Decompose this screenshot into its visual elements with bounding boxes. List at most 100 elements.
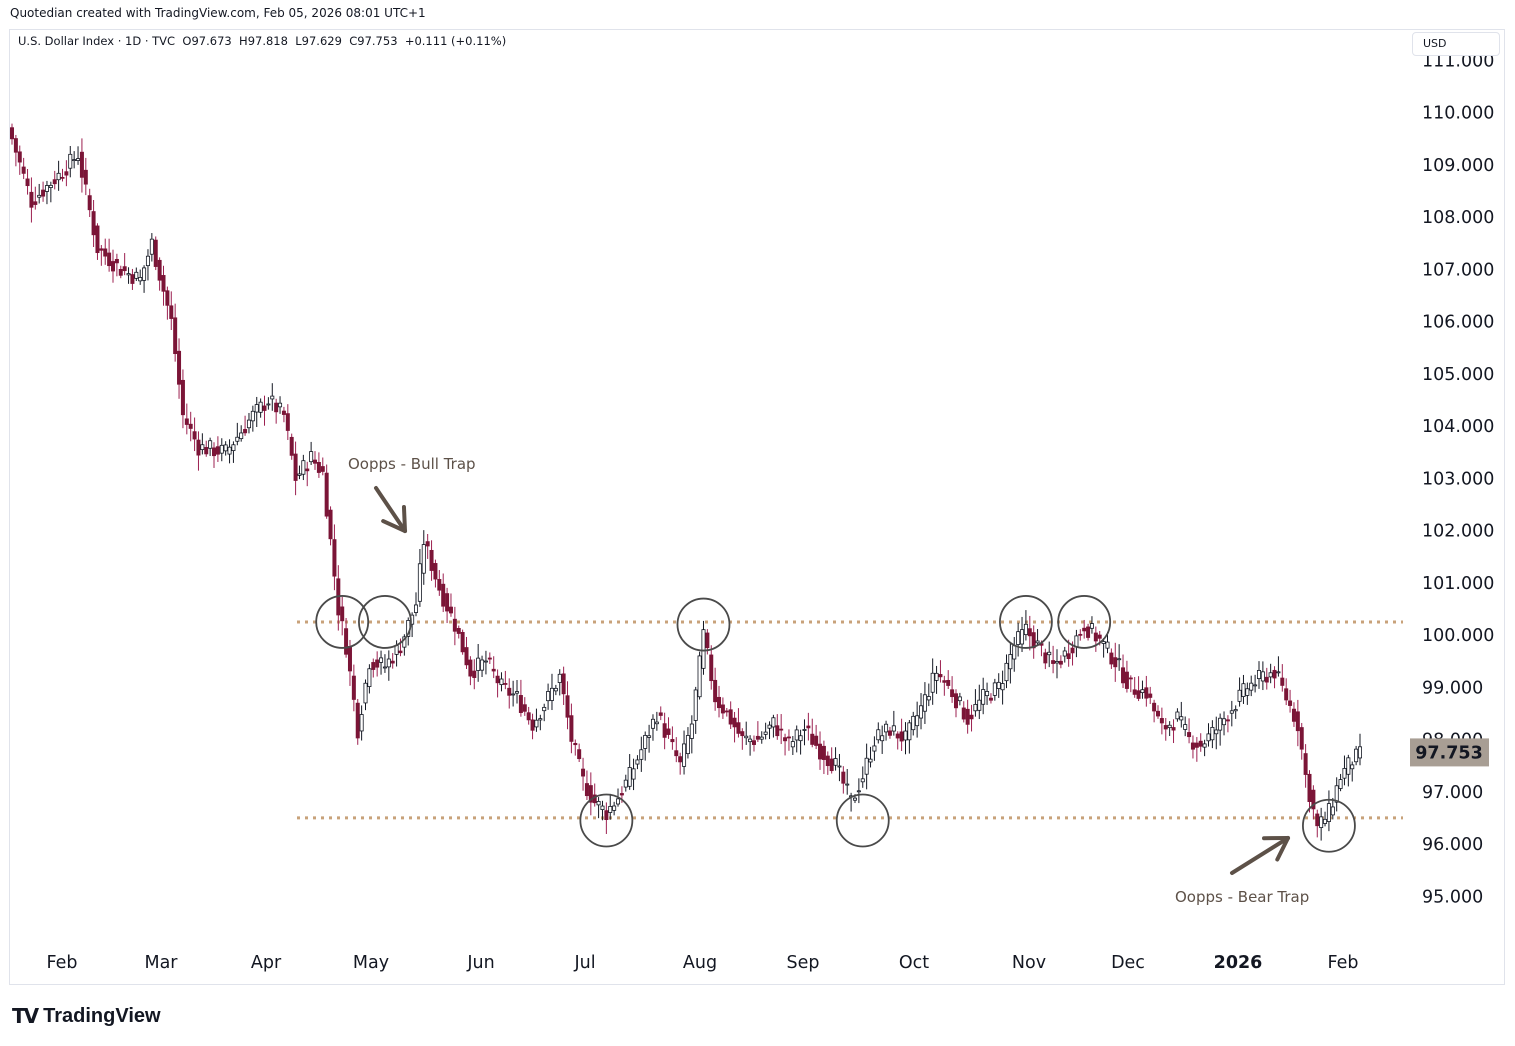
candle-body: [79, 151, 84, 178]
candle-body: [1101, 641, 1106, 644]
x-month-label: Dec: [1111, 953, 1145, 973]
candle-body: [1253, 684, 1258, 687]
x-month-label: Mar: [144, 953, 178, 973]
candle-body: [1358, 746, 1363, 759]
candle-body: [95, 225, 100, 254]
candle-body: [1105, 641, 1110, 649]
candle-body: [196, 439, 201, 456]
candle-body: [1249, 682, 1254, 691]
candle-body: [301, 460, 306, 475]
brand-name: TradingView: [43, 1004, 161, 1027]
trap-circle: [999, 595, 1053, 649]
candle-body: [122, 266, 127, 272]
candle-body: [973, 703, 978, 712]
candle-body: [662, 723, 667, 738]
candle-body: [852, 797, 857, 801]
candle-body: [903, 730, 908, 741]
candle-body: [464, 647, 469, 666]
candle-body: [1008, 654, 1013, 670]
candle-body: [969, 714, 974, 720]
candle-body: [379, 657, 384, 663]
candle-body: [837, 765, 842, 768]
candle-body: [919, 705, 924, 719]
candle-body: [258, 401, 263, 413]
candle-body: [1330, 806, 1335, 816]
candle-body: [549, 687, 554, 701]
y-axis: 111.000 110.000 109.000 108.000 107.000 106.0…: [1422, 51, 1494, 907]
candle-body: [833, 758, 838, 766]
candle-body: [398, 650, 403, 654]
candle-body: [1256, 670, 1261, 680]
trap-circle: [1302, 798, 1356, 853]
y-tick-label: 102.000: [1422, 522, 1494, 542]
candle-body: [1202, 743, 1207, 748]
candle-body: [895, 733, 900, 739]
candle-body: [1323, 818, 1328, 824]
candle-body: [417, 563, 422, 602]
trap-circle: [315, 595, 370, 649]
candle-body: [390, 660, 395, 664]
candle-body: [1346, 757, 1351, 775]
candle-body: [1338, 779, 1343, 789]
candle-body: [946, 679, 951, 686]
candle-body: [441, 583, 446, 607]
candle-body: [736, 722, 741, 734]
candle-body: [1089, 623, 1094, 629]
candle-body: [1229, 710, 1234, 714]
legend-low-label: L: [295, 34, 302, 48]
candle-body: [468, 659, 473, 677]
candle-body: [44, 185, 49, 192]
candle-body: [1113, 657, 1118, 668]
candle-body: [887, 730, 892, 736]
candle-body: [266, 403, 271, 406]
candle-body: [1303, 753, 1308, 775]
candle-body: [596, 801, 601, 806]
candle-body: [899, 731, 904, 742]
candle-body: [1051, 660, 1056, 664]
candle-body: [670, 739, 675, 743]
candle-body: [1035, 640, 1040, 644]
candle-body: [891, 725, 896, 732]
candle-body: [1210, 726, 1215, 741]
candle-body: [351, 675, 356, 700]
candle-body: [1295, 711, 1300, 732]
bull-trap-label: Oopps - Bull Trap: [348, 455, 476, 473]
y-tick-label: 104.000: [1422, 417, 1494, 437]
candle-body: [643, 734, 648, 749]
trap-circle: [579, 793, 634, 848]
candle-body: [111, 261, 116, 272]
trap-circle: [676, 597, 731, 652]
legend-close-label: C: [349, 34, 358, 48]
candle-body: [243, 429, 248, 434]
candle-body: [1070, 647, 1075, 654]
candle-body: [87, 195, 92, 211]
candle-body: [957, 696, 962, 702]
candle-body: [1334, 785, 1339, 803]
x-month-label: Feb: [1328, 953, 1359, 973]
candle-body: [138, 277, 143, 282]
y-tick-label: 96.000: [1422, 835, 1483, 855]
candle-body: [1020, 629, 1025, 645]
candle-body: [565, 695, 570, 718]
candle-body: [977, 699, 982, 711]
candle-body: [231, 444, 236, 452]
candle-body: [177, 350, 182, 385]
candle-body: [841, 771, 846, 784]
candle-body: [33, 201, 38, 205]
candle-body: [794, 729, 799, 741]
chart-frame[interactable]: [9, 29, 1505, 985]
candle-body: [309, 451, 314, 463]
candle-body: [149, 238, 154, 255]
candle-body: [235, 436, 240, 442]
candle-body: [965, 708, 970, 725]
tradingview-brand[interactable]: TV TradingView: [12, 1004, 161, 1028]
candle-body: [992, 682, 997, 696]
candle-body: [371, 662, 376, 670]
currency-button[interactable]: USD: [1412, 32, 1500, 56]
candle-body: [647, 735, 652, 738]
candle-body: [1198, 740, 1203, 747]
candle-body: [1124, 671, 1129, 689]
candle-body: [810, 733, 815, 745]
candle-body: [1276, 671, 1281, 674]
